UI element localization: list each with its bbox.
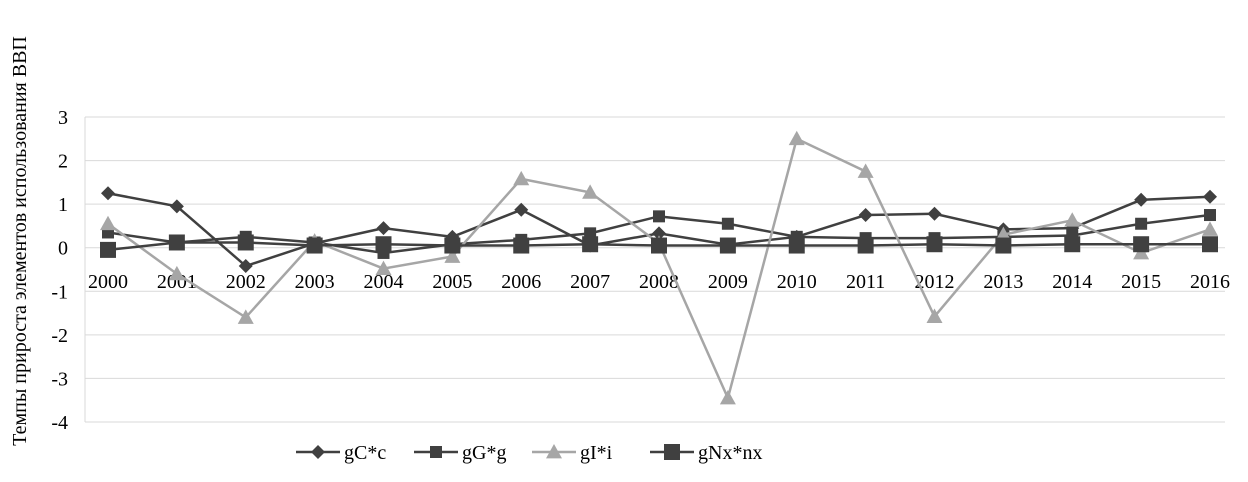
data-point xyxy=(653,210,665,223)
y-axis-label: Темпы прироста элементов использования В… xyxy=(9,36,31,446)
series-line xyxy=(107,137,1211,402)
data-point xyxy=(719,390,736,405)
data-point xyxy=(719,237,736,254)
data-point xyxy=(652,226,666,241)
data-point xyxy=(788,237,805,254)
data-point xyxy=(926,236,943,253)
data-point xyxy=(513,170,530,186)
data-point xyxy=(1204,209,1216,222)
data-point xyxy=(857,237,874,254)
data-point xyxy=(995,237,1012,254)
data-point xyxy=(927,206,942,221)
data-point xyxy=(721,217,734,230)
data-point xyxy=(169,199,184,214)
y-tick-label: 1 xyxy=(58,194,68,216)
series-gC*c xyxy=(101,186,1217,274)
x-tick-label: 2008 xyxy=(639,271,679,293)
data-point xyxy=(100,241,116,258)
data-point xyxy=(788,130,805,146)
data-point xyxy=(237,234,254,251)
data-point xyxy=(237,309,254,324)
x-tick-label: 2007 xyxy=(570,271,610,293)
data-point xyxy=(513,237,530,254)
data-point xyxy=(375,260,392,276)
data-point xyxy=(1134,192,1149,207)
x-tick-label: 2000 xyxy=(88,271,128,293)
legend-item: gNx*nx xyxy=(650,442,762,464)
data-point xyxy=(858,208,873,223)
x-tick-label: 2003 xyxy=(295,271,335,293)
x-tick-label: 2010 xyxy=(777,271,817,293)
x-tick-label: 2015 xyxy=(1121,271,1161,293)
data-point xyxy=(168,265,185,281)
series-gNx*nx xyxy=(100,234,1218,258)
x-tick-label: 2016 xyxy=(1190,271,1230,293)
legend-label: gI*i xyxy=(580,442,613,464)
y-tick-label: -3 xyxy=(51,368,68,390)
data-point xyxy=(926,308,943,323)
legend-item: gC*c xyxy=(296,442,386,464)
data-point xyxy=(306,237,323,254)
x-tick-label: 2009 xyxy=(708,271,748,293)
data-point xyxy=(376,221,391,236)
data-point xyxy=(1064,236,1081,253)
data-point xyxy=(1064,212,1081,227)
x-tick-label: 2013 xyxy=(983,271,1023,293)
data-point xyxy=(430,446,442,458)
series-gI*i xyxy=(100,130,1218,405)
y-tick-label: -4 xyxy=(51,412,68,434)
y-tick-label: 3 xyxy=(58,107,68,129)
data-point xyxy=(238,259,253,274)
y-tick-label: -2 xyxy=(51,325,68,347)
data-point xyxy=(546,444,562,459)
legend-item: gG*g xyxy=(414,442,506,464)
data-point xyxy=(995,226,1012,242)
y-tick-labels: 3 2 1 0 -1 -2 -3 -4 xyxy=(51,107,68,434)
data-point xyxy=(1202,236,1218,253)
legend-label: gG*g xyxy=(462,442,506,464)
x-tick-label: 2012 xyxy=(915,271,955,293)
data-point xyxy=(168,234,185,251)
data-point xyxy=(664,444,680,460)
y-tick-label: 0 xyxy=(58,238,68,260)
y-tick-label: 2 xyxy=(58,151,68,173)
data-point xyxy=(375,236,392,253)
legend-label: gC*c xyxy=(344,442,386,464)
data-point xyxy=(1133,236,1150,253)
data-point xyxy=(514,202,529,217)
x-tick-label: 2004 xyxy=(364,271,404,293)
data-point xyxy=(1202,221,1218,236)
gridlines xyxy=(84,116,1225,423)
data-point xyxy=(444,248,461,263)
data-point xyxy=(311,445,325,459)
data-point xyxy=(857,163,874,178)
x-tick-label: 2001 xyxy=(157,271,197,293)
legend: gC*c gG*g gI*i gNx*nx xyxy=(296,442,762,464)
data-point xyxy=(100,215,116,231)
data-point xyxy=(1135,217,1148,230)
x-tick-label: 2014 xyxy=(1052,271,1092,293)
data-point xyxy=(101,186,115,201)
x-tick-label: 2002 xyxy=(226,271,266,293)
data-point xyxy=(444,237,461,254)
data-point xyxy=(582,236,599,253)
data-point xyxy=(582,184,599,199)
x-tick-label: 2006 xyxy=(501,271,541,293)
x-tick-label: 2011 xyxy=(846,271,885,293)
legend-label: gNx*nx xyxy=(698,442,762,464)
y-tick-label: -1 xyxy=(51,281,68,303)
legend-item: gI*i xyxy=(532,442,613,464)
data-point xyxy=(651,237,667,254)
x-tick-label: 2005 xyxy=(432,271,472,293)
series-group xyxy=(100,130,1218,405)
data-point xyxy=(1203,189,1217,204)
x-tick-labels: 2000 2001 2002 2003 2004 2005 2006 2007 2008 2009… xyxy=(88,271,1230,293)
